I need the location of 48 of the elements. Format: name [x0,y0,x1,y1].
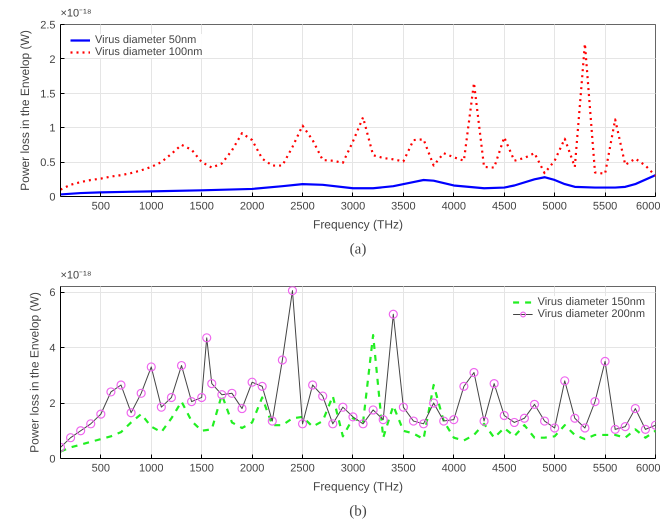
y-tick-label: 1 [49,122,56,135]
text: (b) [349,504,367,520]
y-tick-label: 6 [49,287,56,300]
legend-label: Virus diameter 150nm [538,296,645,308]
x-tick-label: 500 [92,200,110,212]
x-tick-label: 500 [92,462,110,474]
y-axis-title: Power loss in the Envelop (W) [27,292,42,453]
y-tick-label: 2.5 [40,20,56,32]
x-tick-label: 2500 [290,200,315,212]
y-tick-label: 2 [49,54,56,66]
x-tick-label: 3000 [340,462,366,474]
legend-label: Virus diameter 200nm [538,308,645,320]
line-series [60,42,656,191]
x-tick-label: 1500 [189,200,214,212]
text: ×10⁻¹⁸ [60,270,92,282]
x-tick-label: 4500 [492,200,516,212]
x-tick-label: 1000 [139,200,164,212]
x-tick-label: 3500 [391,462,416,474]
x-tick-label: 5000 [542,200,567,212]
x-tick-label: 2500 [290,462,315,474]
x-tick-label: 4000 [442,462,466,474]
x-tick-label: 5500 [592,200,618,212]
x-tick-label: 3500 [391,200,416,212]
y-tick-label: 0 [49,192,56,204]
legend-label: Virus diameter 50nm [95,34,196,46]
x-tick-label: 5500 [592,462,618,474]
x-tick-label: 5000 [542,462,567,474]
y-axis-title: Power loss in the Envelop (W) [18,30,32,191]
y-tick-label: 0.5 [40,157,56,170]
x-tick-label: 4000 [442,200,466,212]
y-tick-label: 1.5 [40,88,56,100]
x-tick-label: 6000 [636,200,661,212]
x-tick-label: 1500 [189,462,214,474]
x-tick-label: 2000 [240,200,264,212]
x-axis-title: Frequency (THz) [312,218,404,232]
y-tick-label: 0 [49,454,56,466]
x-tick-label: 4500 [492,462,516,474]
y-tick-label: 4 [49,342,56,355]
x-tick-label: 6000 [636,462,661,474]
legend-label: Virus diameter 100nm [95,46,202,58]
line-series [60,334,656,453]
x-tick-label: 3000 [340,200,366,212]
x-tick-label: 2000 [240,462,264,474]
x-tick-label: 1000 [139,462,164,474]
x-axis-title: Frequency (THz) [312,480,404,494]
text: (a) [350,242,366,258]
y-tick-label: 2 [49,398,56,410]
text: ×10⁻¹⁸ [60,8,92,20]
